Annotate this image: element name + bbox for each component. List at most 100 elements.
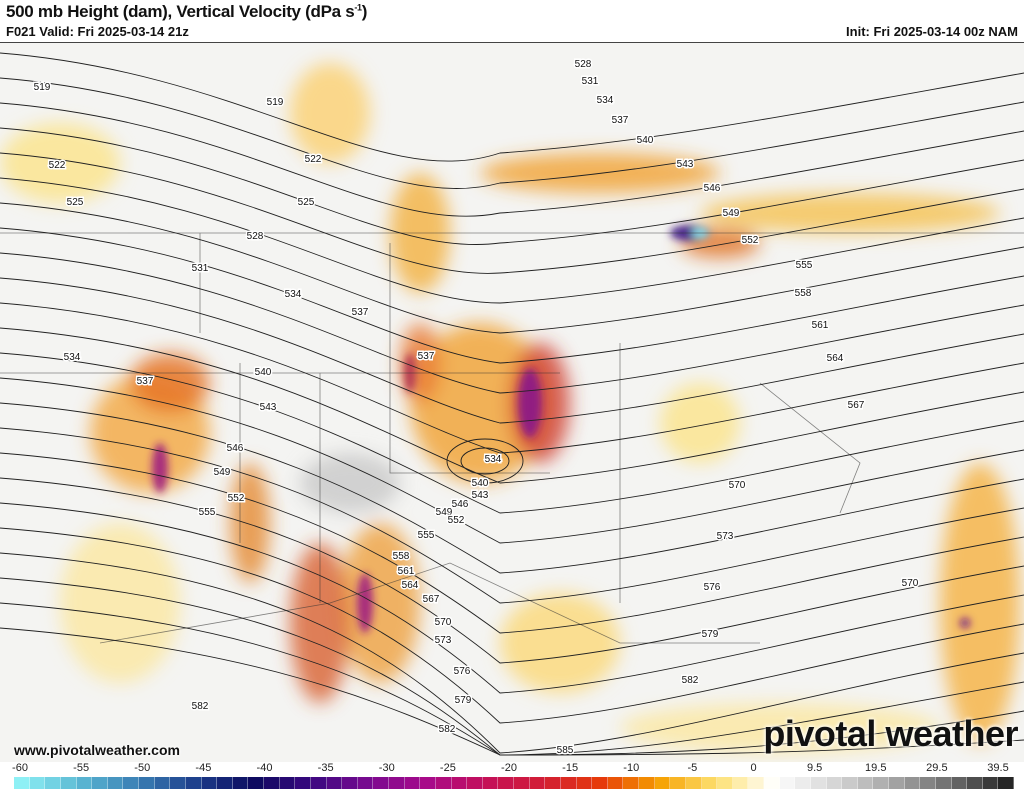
colorbar-cell [560, 777, 577, 789]
contour-label: 534 [597, 95, 614, 106]
colorbar-cells [14, 777, 1014, 789]
colorbar-cell [295, 777, 311, 789]
height-contour [0, 77, 1024, 189]
title-text: 500 mb Height (dam), Vertical Velocity (… [6, 2, 355, 21]
contour-label: 525 [67, 197, 84, 208]
pivotal-weather-logo: pivotal weather [763, 713, 1018, 754]
height-contour [0, 102, 1024, 217]
colorbar-cell [420, 777, 436, 789]
contour-label: 552 [448, 515, 465, 526]
contour-label: 570 [902, 578, 919, 589]
contour-label: 552 [742, 235, 759, 246]
colorbar-cell [326, 777, 343, 789]
contour-label: 564 [402, 580, 419, 591]
contour-label: 534 [485, 454, 502, 465]
low-center-contour [460, 447, 510, 475]
colorbar-cell [623, 777, 639, 789]
contour-label: 537 [352, 307, 369, 318]
colorbar-cell [779, 777, 796, 789]
colorbar-cell [998, 777, 1014, 789]
contour-label: 540 [472, 478, 489, 489]
contour-label: 534 [64, 352, 81, 363]
velocity-blob [410, 323, 550, 483]
contour-label: 561 [812, 320, 829, 331]
contour-label: 537 [612, 115, 629, 126]
map-title: 500 mb Height (dam), Vertical Velocity (… [6, 2, 367, 22]
velocity-blob [660, 383, 740, 463]
colorbar-cell [279, 777, 296, 789]
colorbar-cell [29, 777, 46, 789]
velocity-core [357, 573, 373, 633]
contour-label: 555 [418, 530, 435, 541]
colorbar-cell [342, 777, 358, 789]
colorbar-tick: -20 [501, 762, 517, 774]
height-contour [0, 527, 1024, 724]
height-contour [0, 302, 1024, 454]
contour-label: 519 [267, 97, 284, 108]
low-center-contour [446, 438, 524, 484]
height-contour [0, 227, 1024, 364]
site-url[interactable]: www.pivotalweather.com [14, 742, 180, 758]
colorbar-cell [185, 777, 202, 789]
border-line [389, 243, 550, 474]
contour-label: 582 [192, 701, 209, 712]
contour-label: 537 [418, 351, 435, 362]
height-contour [0, 402, 1024, 574]
contour-label: 570 [435, 617, 452, 628]
contour-label: 540 [637, 135, 654, 146]
velocity-core [518, 368, 542, 438]
velocity-blob [230, 463, 270, 583]
contour-label: 561 [398, 566, 415, 577]
height-contour [0, 627, 1024, 756]
contour-label: 543 [260, 402, 277, 413]
colorbar-cell [873, 777, 889, 789]
colorbar-cell [373, 777, 389, 789]
colorbar-cell [654, 777, 671, 789]
contour-label: 522 [305, 154, 322, 165]
colorbar-cell [889, 777, 905, 789]
velocity-blob [0, 123, 120, 203]
height-contour [0, 177, 1024, 304]
init-time: Init: Fri 2025-03-14 00z NAM [846, 24, 1018, 39]
colorbar-cell [764, 777, 780, 789]
colorbar-tick: -55 [73, 762, 90, 774]
height-contour [0, 277, 1024, 424]
colorbar-cell [967, 777, 983, 789]
contour-label: 543 [472, 490, 489, 501]
valid-time: F021 Valid: Fri 2025-03-14 21z [6, 24, 189, 39]
colorbar-cell [217, 777, 233, 789]
colorbar-cell [170, 777, 186, 789]
colorbar-cell [435, 777, 452, 789]
colorbar-tick: 39.5 [987, 762, 1009, 774]
height-contour [0, 477, 1024, 664]
height-contour [0, 352, 1024, 514]
colorbar-tick: -25 [439, 762, 456, 774]
political-borders [0, 232, 1024, 644]
colorbar-cell [857, 777, 874, 789]
colorbar-cell [685, 777, 702, 789]
contour-label: 531 [582, 76, 599, 87]
contour-label: 558 [393, 551, 410, 562]
colorbar-cell [123, 777, 139, 789]
weather-map[interactable]: 519 519 522 522 525 525 528 528 531 531 534 534 534 5… [0, 42, 1024, 763]
contour-label: 555 [199, 507, 216, 518]
colorbar-cell [45, 777, 61, 789]
velocity-core [152, 443, 168, 493]
contour-label: 522 [49, 160, 66, 171]
colorbar-cell [810, 777, 827, 789]
height-contour [0, 377, 1024, 544]
colorbar-cell [357, 777, 374, 789]
colorbar-tick: -15 [562, 762, 579, 774]
colorbar-cell [154, 777, 171, 789]
colorbar-cell [201, 777, 218, 789]
contour-label: 582 [682, 675, 699, 686]
colorbar-cell [482, 777, 499, 789]
colorbar-tick: -45 [195, 762, 212, 774]
velocity-blob [60, 523, 180, 683]
contour-labels: 519 519 522 522 525 525 528 528 531 531 534 534 534 5… [32, 58, 920, 758]
colorbar-tick: 29.5 [926, 762, 948, 774]
contour-label: 549 [723, 208, 740, 219]
contour-label: 549 [214, 467, 231, 478]
border-line [99, 562, 760, 644]
contour-label: 519 [34, 82, 51, 93]
